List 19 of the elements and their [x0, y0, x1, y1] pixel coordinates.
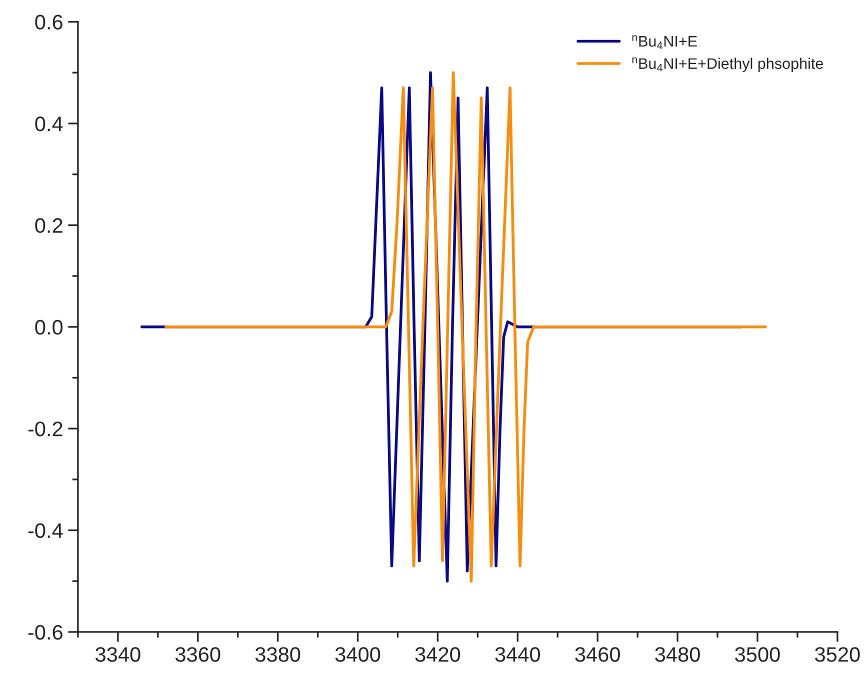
y-tick-label: 0.4: [35, 116, 63, 132]
x-tick-label: 3400: [335, 647, 380, 662]
y-tick-label: 0.0: [35, 320, 63, 335]
x-tick-label: 3440: [495, 647, 540, 662]
x-tick-label: 3460: [575, 647, 620, 662]
legend-label: $^{n}$Bu$_{4}$NI+E: [632, 35, 697, 49]
y-tick-label: -0.4: [28, 523, 63, 538]
x-tick-label: 3380: [255, 647, 300, 662]
x-tick-label: 3500: [735, 647, 780, 662]
x-tick-label: 3360: [175, 647, 220, 662]
y-tick-label: 0.2: [35, 218, 62, 233]
x-tick-label: 3520: [815, 647, 860, 662]
y-tick-label: 0.6: [35, 14, 62, 30]
y-tick-label: -0.6: [28, 624, 62, 640]
x-tick-label: 3480: [655, 647, 700, 662]
y-tick-label: -0.2: [28, 422, 62, 436]
x-tick-label: 3420: [415, 647, 460, 662]
x-tick-label: 3340: [96, 647, 140, 662]
legend-label: $^{n}$Bu$_{4}$NI+E+Diethyl phsophite: [632, 57, 823, 72]
